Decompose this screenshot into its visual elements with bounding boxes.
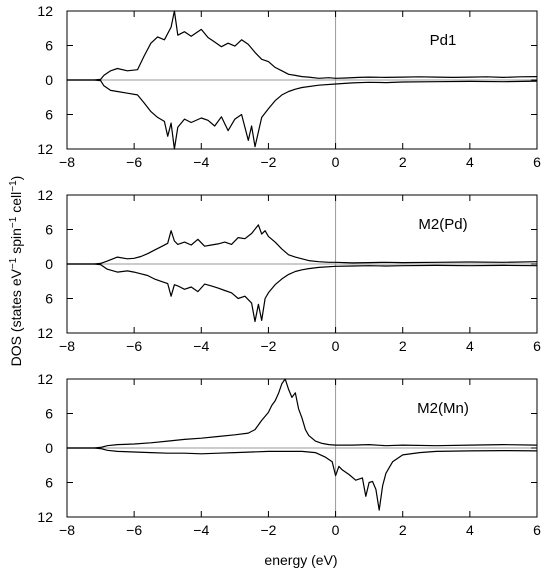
y-axis-title-part: spin [8,228,24,258]
y-tick-label: 12 [37,141,53,157]
y-tick-label: 0 [45,72,53,88]
y-axis-title-part: DOS (states eV [8,268,24,366]
x-tick-label: 6 [533,522,541,538]
panel-label: Pd1 [430,32,457,49]
y-tick-label: 12 [37,187,53,203]
y-axis-title-part: −1 [8,180,19,192]
dos-series-down [67,79,538,150]
x-tick-label: 2 [399,522,407,538]
y-tick-label: 6 [45,107,53,123]
y-axis-title-part: −1 [8,216,19,228]
y-axis-title: DOS (states eV−1 spin−1 cell−1) [8,176,25,367]
x-tick-label: 0 [332,522,340,538]
x-tick-label: 4 [466,338,474,354]
panel-label: M2(Mn) [417,400,469,417]
x-tick-label: −8 [59,338,75,354]
y-tick-label: 0 [45,440,53,456]
x-tick-label: −8 [59,522,75,538]
y-tick-label: 6 [45,406,53,422]
x-tick-label: −6 [126,522,142,538]
x-tick-label: −4 [193,154,209,170]
x-tick-label: 0 [332,338,340,354]
dos-series-up [67,10,538,81]
x-tick-label: 6 [533,154,541,170]
y-tick-label: 12 [37,509,53,525]
dos-series-down [67,263,538,323]
x-tick-label: −6 [126,338,142,354]
dos-series-up [67,224,538,265]
x-tick-label: −6 [126,154,142,170]
x-tick-label: 0 [332,154,340,170]
dos-series-up [67,378,538,449]
dos-series-down [67,447,538,511]
x-tick-label: 2 [399,154,407,170]
y-tick-label: 0 [45,256,53,272]
y-axis-title-part: −1 [8,257,19,269]
panels-group: −8 −6 −4 −2 0 2 4 6 12 6 0 6 12 Pd1 −8 −6 −4 −2 0 2 4 6 12 6 0 6 1… [37,3,541,538]
y-tick-label: 12 [37,3,53,19]
panel-label: M2(Pd) [418,216,467,233]
x-tick-label: 2 [399,338,407,354]
y-axis-title-part: ) [8,176,24,181]
x-tick-label: −2 [260,338,276,354]
x-tick-label: −4 [193,522,209,538]
x-tick-label: −2 [260,154,276,170]
y-tick-label: 6 [45,38,53,54]
y-tick-label: 12 [37,325,53,341]
x-tick-label: 6 [533,338,541,354]
y-tick-label: 6 [45,222,53,238]
x-tick-label: −2 [260,522,276,538]
x-tick-label: −4 [193,338,209,354]
x-tick-label: 4 [466,522,474,538]
y-tick-label: 6 [45,291,53,307]
x-tick-label: −8 [59,154,75,170]
y-tick-label: 6 [45,475,53,491]
x-tick-label: 4 [466,154,474,170]
y-axis-title-part: cell [8,192,24,217]
x-axis-title: energy (eV) [264,552,337,568]
y-tick-label: 12 [37,371,53,387]
